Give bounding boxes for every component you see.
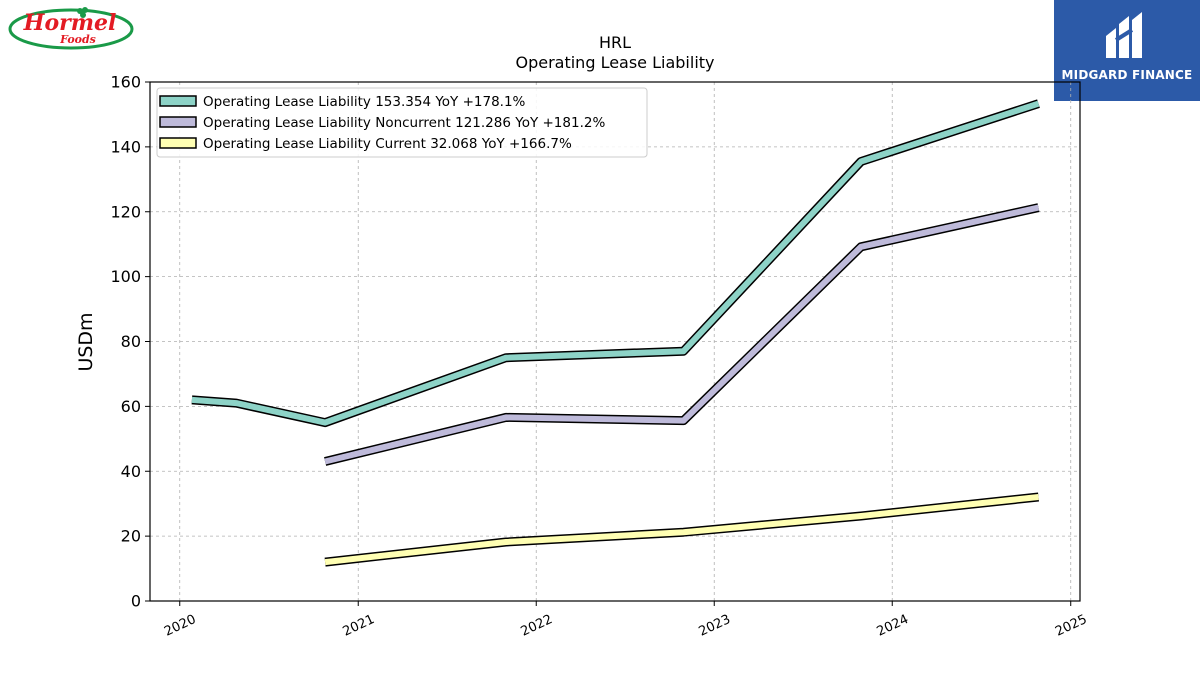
x-tick-label: 2025: [1053, 612, 1089, 640]
legend-label-2: Operating Lease Liability Current 32.068…: [203, 136, 572, 152]
x-tick-label: 2022: [519, 612, 555, 640]
logo-ring: [8, 8, 134, 50]
y-tick-label: 100: [110, 267, 141, 286]
series-lines: [191, 99, 1040, 567]
midgard-brand-name: MIDGARD FINANCE: [1061, 68, 1193, 82]
midgard-finance-logo: MIDGARD FINANCE: [1054, 0, 1200, 101]
y-tick-label: 120: [110, 202, 141, 221]
legend-swatch-2: [159, 137, 197, 149]
y-tick-label: 80: [121, 332, 141, 351]
y-tick-label: 60: [121, 397, 141, 416]
y-tick-label: 40: [121, 462, 141, 481]
y-tick-label: 140: [110, 137, 141, 156]
x-tick-label: 2024: [875, 612, 911, 640]
midgard-mark-icon: [1106, 12, 1142, 58]
logo-word-hormel: Hormel: [23, 10, 117, 36]
y-axis-label: USDm: [75, 312, 97, 371]
legend: Operating Lease Liability 153.354 YoY +1…: [156, 87, 648, 158]
legend-label-0: Operating Lease Liability 153.354 YoY +1…: [203, 94, 526, 110]
chart-title: HRL: [599, 33, 631, 52]
leaf-icon: [77, 7, 88, 18]
hormel-foods-logo: Hormel Foods: [8, 6, 136, 50]
x-tick-label: 2021: [341, 612, 377, 640]
legend-swatch-0: [159, 95, 197, 107]
chart-subtitle: Operating Lease Liability: [515, 53, 714, 72]
legend-label-1: Operating Lease Liability Noncurrent 121…: [203, 115, 605, 131]
y-tick-label: 20: [121, 527, 141, 546]
legend-box: [156, 87, 648, 158]
legend-swatch-1: [159, 116, 197, 128]
x-tick-label: 2023: [697, 612, 733, 640]
y-tick-label: 160: [110, 73, 141, 92]
series-line-0: [191, 100, 1040, 426]
y-tick-label: 0: [131, 592, 141, 611]
grid: [150, 81, 1080, 602]
x-tick-label: 2020: [162, 612, 198, 640]
series-line-2: [324, 494, 1039, 566]
series-line-1: [324, 204, 1040, 465]
logo-word-foods: Foods: [59, 33, 96, 46]
